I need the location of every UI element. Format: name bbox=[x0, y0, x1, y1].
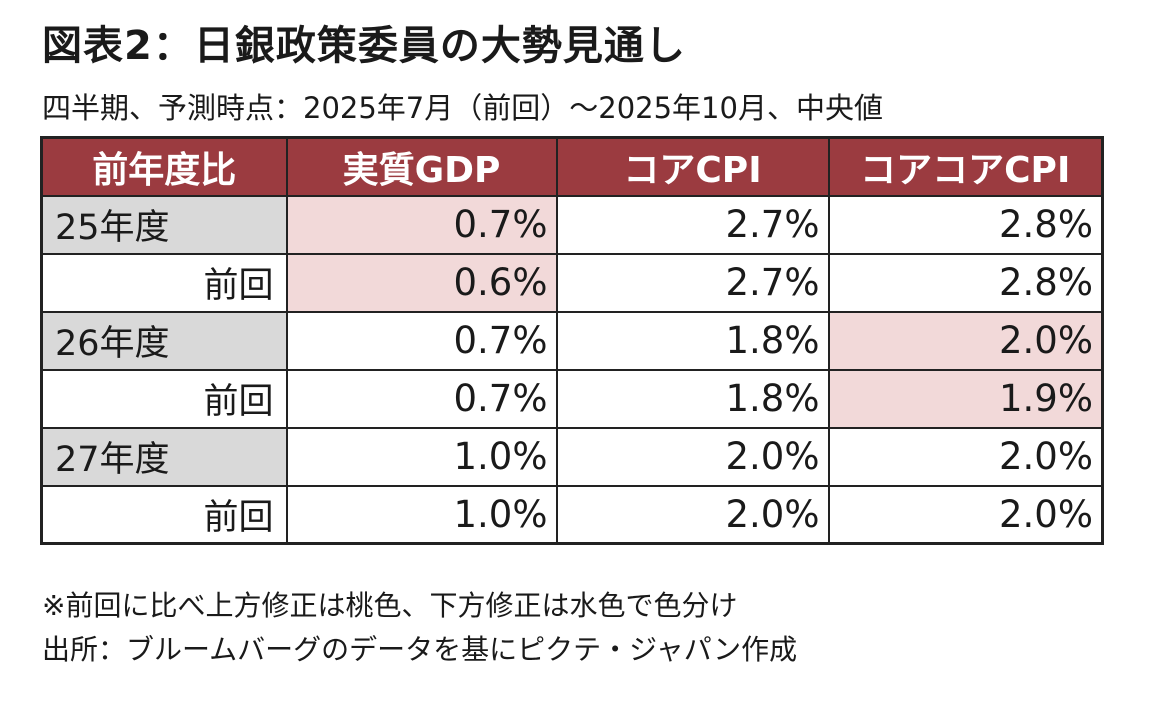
cell-core-cpi: 2.7% bbox=[555, 252, 830, 313]
row-label-fiscal-year: 27年度 bbox=[40, 426, 288, 487]
cell-real-gdp: 1.0% bbox=[285, 484, 558, 545]
cell-core-core-cpi: 2.8% bbox=[827, 194, 1104, 255]
table-row: 前回 1.0% 2.0% 2.0% bbox=[40, 484, 1104, 545]
cell-core-cpi: 2.0% bbox=[555, 484, 830, 545]
forecast-table: 前年度比 実質GDP コアCPI コアコアCPI 25年度 0.7% 2.7% 2.8… bbox=[40, 136, 1104, 545]
row-label-previous: 前回 bbox=[40, 252, 288, 313]
table-row: 前回 0.7% 1.8% 1.9% bbox=[40, 368, 1104, 429]
row-label-fiscal-year: 25年度 bbox=[40, 194, 288, 255]
header-cell-core-cpi: コアCPI bbox=[555, 136, 830, 197]
header-cell-yoy: 前年度比 bbox=[40, 136, 288, 197]
cell-core-core-cpi: 2.0% bbox=[827, 484, 1104, 545]
row-label-fiscal-year: 26年度 bbox=[40, 310, 288, 371]
table-row: 27年度 1.0% 2.0% 2.0% bbox=[40, 426, 1104, 487]
row-label-previous: 前回 bbox=[40, 368, 288, 429]
row-label-previous: 前回 bbox=[40, 484, 288, 545]
cell-core-cpi: 1.8% bbox=[555, 368, 830, 429]
cell-core-core-cpi: 2.8% bbox=[827, 252, 1104, 313]
table-body: 25年度 0.7% 2.7% 2.8% 前回 0.6% 2.7% 2.8% 26年度 0.7% 1.… bbox=[40, 194, 1104, 545]
chart-subtitle: 四半期、予測時点：2025年7月（前回）～2025年10月、中央値 bbox=[42, 91, 883, 125]
revision-note: ※前回に比べ上方修正は桃色、下方修正は水色で色分け bbox=[42, 589, 738, 622]
cell-core-core-cpi: 2.0% bbox=[827, 310, 1104, 371]
table-row: 25年度 0.7% 2.7% 2.8% bbox=[40, 194, 1104, 255]
table-row: 前回 0.6% 2.7% 2.8% bbox=[40, 252, 1104, 313]
cell-real-gdp: 1.0% bbox=[285, 426, 558, 487]
cell-real-gdp: 0.6% bbox=[285, 252, 558, 313]
cell-core-core-cpi: 2.0% bbox=[827, 426, 1104, 487]
cell-core-cpi: 1.8% bbox=[555, 310, 830, 371]
header-cell-real-gdp: 実質GDP bbox=[285, 136, 558, 197]
cell-core-core-cpi: 1.9% bbox=[827, 368, 1104, 429]
source-note: 出所：ブルームバーグのデータを基にピクテ・ジャパン作成 bbox=[42, 633, 798, 666]
table-header-row: 前年度比 実質GDP コアCPI コアコアCPI bbox=[40, 136, 1104, 197]
cell-real-gdp: 0.7% bbox=[285, 310, 558, 371]
header-cell-core-core-cpi: コアコアCPI bbox=[827, 136, 1104, 197]
cell-real-gdp: 0.7% bbox=[285, 194, 558, 255]
cell-core-cpi: 2.0% bbox=[555, 426, 830, 487]
table-row: 26年度 0.7% 1.8% 2.0% bbox=[40, 310, 1104, 371]
cell-core-cpi: 2.7% bbox=[555, 194, 830, 255]
cell-real-gdp: 0.7% bbox=[285, 368, 558, 429]
chart-title: 図表2：日銀政策委員の大勢見通し bbox=[42, 23, 686, 69]
